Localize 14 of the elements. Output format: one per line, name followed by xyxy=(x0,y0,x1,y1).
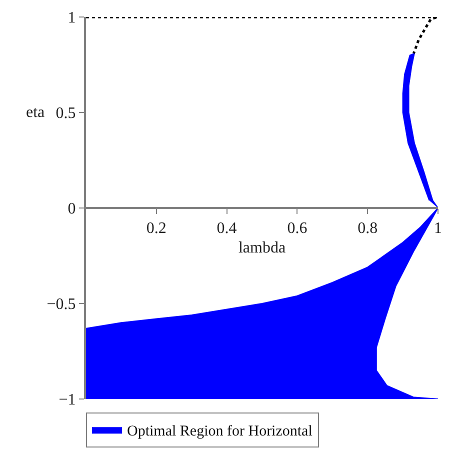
y-tick-label: −0.5 xyxy=(46,296,76,314)
y-axis-title: eta xyxy=(26,104,45,121)
legend-label: Optimal Region for Horizontal xyxy=(127,423,312,440)
y-tick-label: 0 xyxy=(68,200,76,218)
x-tick-label: 0.4 xyxy=(216,220,237,238)
line-series xyxy=(86,17,438,55)
y-tick-label: −1 xyxy=(58,392,76,409)
x-tick-label: 0.8 xyxy=(358,220,378,238)
x-axis-title: lambda xyxy=(238,239,286,256)
y-tick-label: 0.5 xyxy=(56,105,76,122)
x-tick-label: 0.6 xyxy=(287,220,308,238)
x-tick-label: 1 xyxy=(434,220,442,238)
y-tick-label: 1 xyxy=(68,10,76,27)
x-tick-label: 0.2 xyxy=(146,220,166,238)
